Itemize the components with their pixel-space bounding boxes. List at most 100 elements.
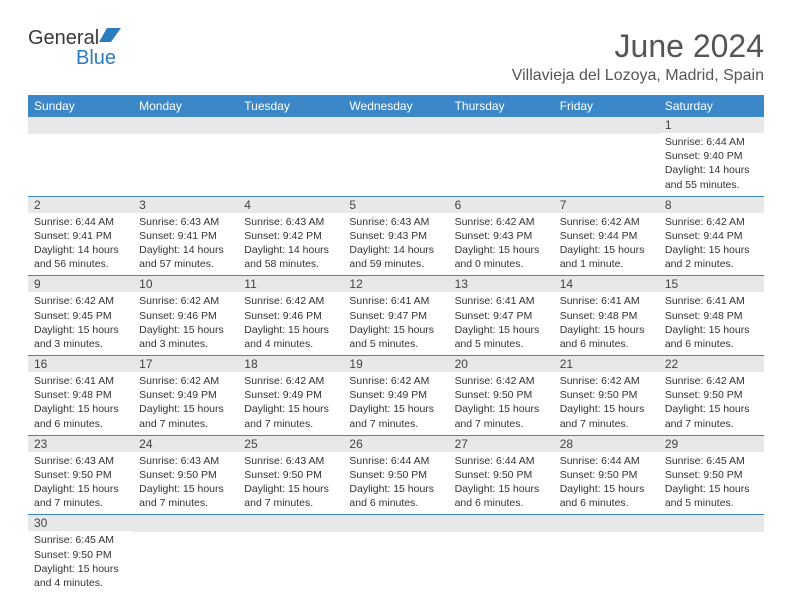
day-number: 10 <box>133 276 238 292</box>
day-number: 15 <box>659 276 764 292</box>
weekday-header: Sunday <box>28 95 133 117</box>
day-number: 3 <box>133 197 238 213</box>
day-number: 17 <box>133 356 238 372</box>
sunrise-text: Sunrise: 6:42 AM <box>665 374 758 388</box>
day-number-empty <box>28 117 133 134</box>
sunset-text: Sunset: 9:47 PM <box>349 309 442 323</box>
calendar-day-cell: 29Sunrise: 6:45 AMSunset: 9:50 PMDayligh… <box>659 435 764 515</box>
sunrise-text: Sunrise: 6:43 AM <box>244 454 337 468</box>
day-details: Sunrise: 6:41 AMSunset: 9:47 PMDaylight:… <box>449 292 554 355</box>
daylight-text: Daylight: 15 hours and 7 minutes. <box>34 482 127 510</box>
day-details: Sunrise: 6:41 AMSunset: 9:48 PMDaylight:… <box>28 372 133 435</box>
day-number: 19 <box>343 356 448 372</box>
daylight-text: Daylight: 15 hours and 4 minutes. <box>34 562 127 590</box>
day-number-empty <box>449 117 554 134</box>
month-title: June 2024 <box>512 28 764 65</box>
sunrise-text: Sunrise: 6:42 AM <box>455 374 548 388</box>
calendar-day-cell <box>554 515 659 594</box>
sunrise-text: Sunrise: 6:42 AM <box>560 374 653 388</box>
calendar-day-cell <box>238 117 343 196</box>
calendar-day-cell: 10Sunrise: 6:42 AMSunset: 9:46 PMDayligh… <box>133 276 238 356</box>
day-number-empty <box>238 117 343 134</box>
day-details: Sunrise: 6:43 AMSunset: 9:50 PMDaylight:… <box>238 452 343 515</box>
calendar-day-cell: 1Sunrise: 6:44 AMSunset: 9:40 PMDaylight… <box>659 117 764 196</box>
calendar-week-row: 2Sunrise: 6:44 AMSunset: 9:41 PMDaylight… <box>28 196 764 276</box>
day-details: Sunrise: 6:42 AMSunset: 9:50 PMDaylight:… <box>659 372 764 435</box>
sunrise-text: Sunrise: 6:41 AM <box>665 294 758 308</box>
sunset-text: Sunset: 9:47 PM <box>455 309 548 323</box>
daylight-text: Daylight: 15 hours and 6 minutes. <box>560 482 653 510</box>
calendar-week-row: 30Sunrise: 6:45 AMSunset: 9:50 PMDayligh… <box>28 515 764 594</box>
day-details: Sunrise: 6:45 AMSunset: 9:50 PMDaylight:… <box>28 531 133 594</box>
sunset-text: Sunset: 9:50 PM <box>665 468 758 482</box>
calendar-day-cell: 13Sunrise: 6:41 AMSunset: 9:47 PMDayligh… <box>449 276 554 356</box>
calendar-day-cell: 18Sunrise: 6:42 AMSunset: 9:49 PMDayligh… <box>238 356 343 436</box>
weekday-header: Tuesday <box>238 95 343 117</box>
calendar-day-cell <box>238 515 343 594</box>
day-number: 18 <box>238 356 343 372</box>
logo-word-blue: Blue <box>76 47 116 69</box>
calendar-day-cell <box>449 515 554 594</box>
daylight-text: Daylight: 15 hours and 7 minutes. <box>560 402 653 430</box>
day-number-empty <box>343 515 448 532</box>
sunset-text: Sunset: 9:44 PM <box>665 229 758 243</box>
calendar-day-cell: 2Sunrise: 6:44 AMSunset: 9:41 PMDaylight… <box>28 196 133 276</box>
daylight-text: Daylight: 15 hours and 6 minutes. <box>349 482 442 510</box>
sunset-text: Sunset: 9:50 PM <box>455 388 548 402</box>
weekday-header: Friday <box>554 95 659 117</box>
day-details: Sunrise: 6:43 AMSunset: 9:42 PMDaylight:… <box>238 213 343 276</box>
day-number: 14 <box>554 276 659 292</box>
sunset-text: Sunset: 9:45 PM <box>34 309 127 323</box>
sunrise-text: Sunrise: 6:42 AM <box>244 294 337 308</box>
sunset-text: Sunset: 9:50 PM <box>349 468 442 482</box>
sunset-text: Sunset: 9:48 PM <box>665 309 758 323</box>
calendar-table: SundayMondayTuesdayWednesdayThursdayFrid… <box>28 95 764 594</box>
day-number: 24 <box>133 436 238 452</box>
calendar-day-cell: 30Sunrise: 6:45 AMSunset: 9:50 PMDayligh… <box>28 515 133 594</box>
calendar-day-cell: 20Sunrise: 6:42 AMSunset: 9:50 PMDayligh… <box>449 356 554 436</box>
daylight-text: Daylight: 15 hours and 3 minutes. <box>34 323 127 351</box>
daylight-text: Daylight: 15 hours and 6 minutes. <box>665 323 758 351</box>
daylight-text: Daylight: 14 hours and 59 minutes. <box>349 243 442 271</box>
day-number: 30 <box>28 515 133 531</box>
day-number: 20 <box>449 356 554 372</box>
sunset-text: Sunset: 9:49 PM <box>349 388 442 402</box>
sunset-text: Sunset: 9:49 PM <box>139 388 232 402</box>
daylight-text: Daylight: 14 hours and 55 minutes. <box>665 163 758 191</box>
day-number-empty <box>133 117 238 134</box>
day-number: 21 <box>554 356 659 372</box>
day-details: Sunrise: 6:44 AMSunset: 9:41 PMDaylight:… <box>28 213 133 276</box>
sunrise-text: Sunrise: 6:42 AM <box>139 374 232 388</box>
day-number: 1 <box>659 117 764 133</box>
day-number: 8 <box>659 197 764 213</box>
day-number: 9 <box>28 276 133 292</box>
daylight-text: Daylight: 15 hours and 0 minutes. <box>455 243 548 271</box>
sunset-text: Sunset: 9:50 PM <box>34 548 127 562</box>
calendar-day-cell <box>343 515 448 594</box>
sunrise-text: Sunrise: 6:42 AM <box>139 294 232 308</box>
day-number: 2 <box>28 197 133 213</box>
sunrise-text: Sunrise: 6:43 AM <box>244 215 337 229</box>
calendar-day-cell <box>133 515 238 594</box>
day-number: 6 <box>449 197 554 213</box>
weekday-header: Wednesday <box>343 95 448 117</box>
sunrise-text: Sunrise: 6:42 AM <box>244 374 337 388</box>
day-details: Sunrise: 6:42 AMSunset: 9:49 PMDaylight:… <box>238 372 343 435</box>
day-details: Sunrise: 6:42 AMSunset: 9:49 PMDaylight:… <box>133 372 238 435</box>
logo-text: General Blue <box>28 28 121 68</box>
calendar-week-row: 1Sunrise: 6:44 AMSunset: 9:40 PMDaylight… <box>28 117 764 196</box>
calendar-day-cell: 15 Sunrise: 6:41 AMSunset: 9:48 PMDayligh… <box>659 276 764 356</box>
sunrise-text: Sunrise: 6:41 AM <box>34 374 127 388</box>
flag-icon <box>99 28 121 44</box>
location-label: Villavieja del Lozoya, Madrid, Spain <box>512 67 764 85</box>
calendar-day-cell: 27Sunrise: 6:44 AMSunset: 9:50 PMDayligh… <box>449 435 554 515</box>
day-number: 29 <box>659 436 764 452</box>
sunset-text: Sunset: 9:49 PM <box>244 388 337 402</box>
day-details: Sunrise: 6:44 AMSunset: 9:40 PMDaylight:… <box>659 133 764 196</box>
calendar-day-cell: 11Sunrise: 6:42 AMSunset: 9:46 PMDayligh… <box>238 276 343 356</box>
sunset-text: Sunset: 9:50 PM <box>244 468 337 482</box>
sunrise-text: Sunrise: 6:43 AM <box>139 215 232 229</box>
sunset-text: Sunset: 9:48 PM <box>560 309 653 323</box>
day-number-empty <box>659 515 764 532</box>
day-details: Sunrise: 6:44 AMSunset: 9:50 PMDaylight:… <box>343 452 448 515</box>
